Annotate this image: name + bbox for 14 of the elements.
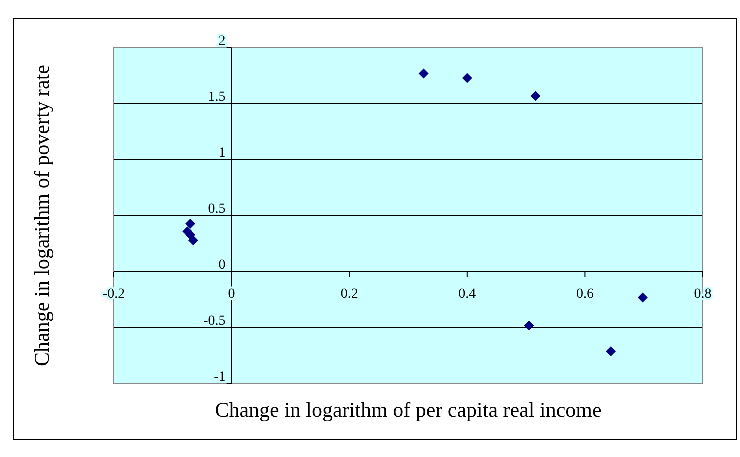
y-tick-label: 1 [218,146,226,161]
y-tick-label: 1.5 [208,90,226,105]
y-tick-label: 0 [218,258,226,273]
y-tick-label: 0.5 [208,202,226,217]
x-tick-label: 0.6 [576,287,594,302]
x-tick-label: 0.4 [458,287,476,302]
x-tick-label: 0.8 [694,287,712,302]
x-tick-label: -0.2 [102,287,126,302]
x-axis-title: Change in logarithm of per capita real income [214,398,603,423]
y-tick-label: -1 [214,370,226,385]
y-tick-label: -0.5 [204,314,226,329]
x-tick-label: 0.2 [340,287,358,302]
y-axis-title: Change in logarithm of poverty rate [30,65,55,367]
y-tick-label: 2 [218,34,226,49]
